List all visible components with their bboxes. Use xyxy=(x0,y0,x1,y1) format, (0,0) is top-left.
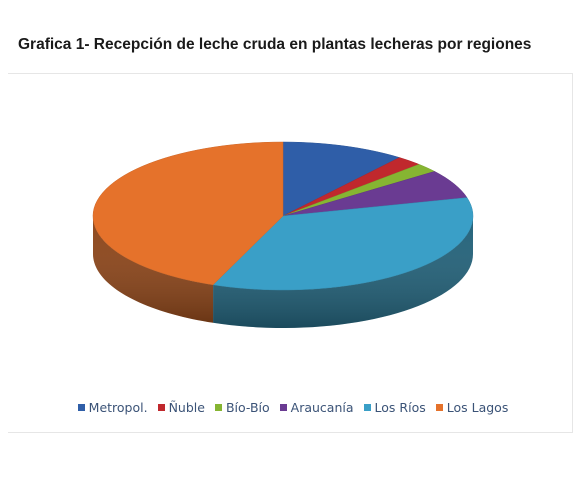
legend-label: Bío-Bío xyxy=(225,400,270,415)
chart-legend: Metropol. Ñuble Bío-Bío Araucanía Los Ríos Lo… xyxy=(0,400,586,415)
legend-label: Ñuble xyxy=(168,400,205,415)
pie-slice-metropol- xyxy=(282,141,401,217)
pie-slice-los-lagos xyxy=(92,141,284,286)
pie-slice-los-ríos xyxy=(212,197,474,291)
legend-swatch xyxy=(77,404,85,411)
pie-slice-araucanía xyxy=(282,171,468,217)
pie-side-shade xyxy=(93,216,214,323)
legend-label: Araucanía xyxy=(290,400,354,415)
pie-tops xyxy=(92,141,474,291)
page-title: Grafica 1- Recepción de leche cruda en p… xyxy=(18,36,532,53)
legend-item: Bío-Bío xyxy=(214,400,270,415)
chart-frame xyxy=(8,73,573,433)
legend-swatch xyxy=(214,404,222,411)
legend-label: Metropol. xyxy=(88,400,148,415)
legend-swatch xyxy=(157,404,165,411)
legend-item: Los Ríos xyxy=(363,400,426,415)
legend-item: Los Lagos xyxy=(435,400,509,415)
legend-label: Los Lagos xyxy=(446,400,509,415)
legend-item: Metropol. xyxy=(77,400,148,415)
legend-swatch xyxy=(435,404,443,411)
legend-item: Araucanía xyxy=(279,400,354,415)
legend-label: Los Ríos xyxy=(374,400,426,415)
pie-slice-bío-bío xyxy=(282,164,436,217)
legend-swatch xyxy=(363,404,371,411)
legend-swatch xyxy=(279,404,287,411)
pie-side-shade xyxy=(213,216,473,328)
legend-item: Ñuble xyxy=(157,400,205,415)
pie-sides xyxy=(93,216,473,328)
pie-slice-ñuble xyxy=(282,157,420,217)
